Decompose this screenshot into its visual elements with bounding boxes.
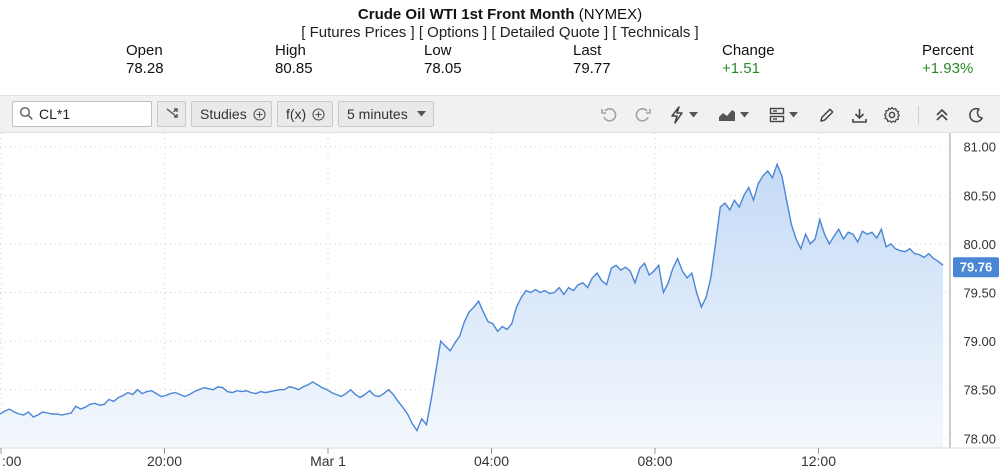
low-stat: Low 78.05	[424, 42, 462, 77]
price-line	[0, 162, 944, 432]
x-tick-label: 12:00	[801, 453, 836, 469]
search-icon	[19, 106, 33, 123]
price-chart-svg[interactable]: 81.00 80.50 80.00 79.50 79.00 78.50 78.00 :00 2…	[0, 133, 1000, 474]
chevron-down-icon	[739, 112, 749, 118]
theme-toggle-button[interactable]	[965, 104, 987, 126]
y-tick-label: 78.50	[963, 383, 996, 398]
chart-toolbar: CL*1 Studies f(x) 5 minutes	[0, 95, 1000, 133]
collapse-icon	[935, 107, 949, 123]
undo-icon	[600, 106, 618, 124]
chart-type-icon	[718, 107, 736, 123]
chart-type-button[interactable]	[716, 104, 750, 126]
y-tick-label: 79.00	[963, 334, 996, 349]
undo-button[interactable]	[598, 104, 620, 126]
plus-circle-icon	[312, 107, 325, 121]
shuffle-icon	[165, 106, 179, 123]
change-label: Change	[722, 42, 775, 59]
percent-stat: Percent +1.93%	[922, 42, 974, 77]
quote-title: Crude Oil WTI 1st Front Month (NYMEX)	[0, 6, 1000, 23]
high-value: 80.85	[275, 60, 313, 77]
x-tick-label: 08:00	[637, 453, 672, 469]
open-value: 78.28	[126, 60, 164, 77]
last-value: 79.77	[573, 60, 611, 77]
template-icon	[769, 107, 785, 123]
settings-button[interactable]	[881, 104, 903, 126]
y-tick-label: 81.00	[963, 140, 996, 155]
technicals-link[interactable]: [ Technicals ]	[612, 24, 699, 41]
redo-button[interactable]	[632, 104, 654, 126]
y-tick-label: 80.00	[963, 237, 996, 252]
y-tick-label: 78.00	[963, 431, 996, 446]
options-link[interactable]: [ Options ]	[418, 24, 488, 41]
plus-circle-icon	[253, 107, 266, 121]
last-price-label: 79.76	[960, 260, 993, 275]
high-stat: High 80.85	[275, 42, 313, 77]
toolbar-divider	[918, 106, 919, 124]
last-stat: Last 79.77	[573, 42, 611, 77]
exchange-name: (NYMEX)	[578, 6, 643, 23]
chevron-down-icon	[416, 111, 426, 117]
collapse-button[interactable]	[931, 104, 953, 126]
x-tick-label: Mar 1	[310, 453, 346, 469]
low-value: 78.05	[424, 60, 462, 77]
symbol-search-input[interactable]: CL*1	[12, 101, 152, 127]
open-stat: Open 78.28	[126, 42, 164, 77]
x-tick-label: 04:00	[474, 453, 509, 469]
low-label: Low	[424, 42, 452, 59]
compare-button[interactable]	[157, 101, 186, 127]
pencil-icon	[818, 107, 835, 124]
quote-links: [ Futures Prices ] [ Options ] [ Detaile…	[0, 24, 1000, 41]
high-label: High	[275, 42, 306, 59]
gear-icon	[883, 106, 901, 124]
functions-label: f(x)	[286, 106, 307, 122]
percent-label: Percent	[922, 42, 974, 59]
events-menu-button[interactable]	[666, 104, 700, 126]
detailed-quote-link[interactable]: [ Detailed Quote ]	[491, 24, 609, 41]
percent-value: +1.93%	[922, 60, 974, 77]
change-stat: Change +1.51	[722, 42, 775, 77]
price-area-fill	[0, 164, 943, 448]
y-tick-label: 79.50	[963, 286, 996, 301]
open-label: Open	[126, 42, 163, 59]
functions-button[interactable]: f(x)	[277, 101, 333, 127]
studies-button[interactable]: Studies	[191, 101, 272, 127]
flash-icon	[669, 106, 685, 124]
interval-value: 5 minutes	[347, 106, 408, 122]
chevron-down-icon	[788, 112, 798, 118]
change-value: +1.51	[722, 60, 760, 77]
x-tick-label: 20:00	[147, 453, 182, 469]
template-button[interactable]	[766, 104, 800, 126]
last-price-tag: 79.76	[953, 257, 999, 278]
quote-header: Crude Oil WTI 1st Front Month (NYMEX) [ …	[0, 0, 1000, 96]
draw-button[interactable]	[815, 104, 837, 126]
redo-icon	[634, 106, 652, 124]
interval-select[interactable]: 5 minutes	[338, 101, 434, 127]
price-chart[interactable]: 81.00 80.50 80.00 79.50 79.00 78.50 78.00 :00 2…	[0, 133, 1000, 474]
download-button[interactable]	[848, 104, 870, 126]
dark-mode-icon	[968, 107, 984, 123]
studies-label: Studies	[200, 106, 247, 122]
symbol-value: CL*1	[39, 106, 71, 122]
last-label: Last	[573, 42, 602, 59]
instrument-name: Crude Oil WTI 1st Front Month	[357, 6, 575, 23]
chevron-down-icon	[688, 112, 698, 118]
y-tick-label: 80.50	[963, 188, 996, 203]
x-tick-label: :00	[2, 453, 22, 469]
download-icon	[851, 107, 868, 124]
futures-prices-link[interactable]: [ Futures Prices ]	[301, 24, 415, 41]
